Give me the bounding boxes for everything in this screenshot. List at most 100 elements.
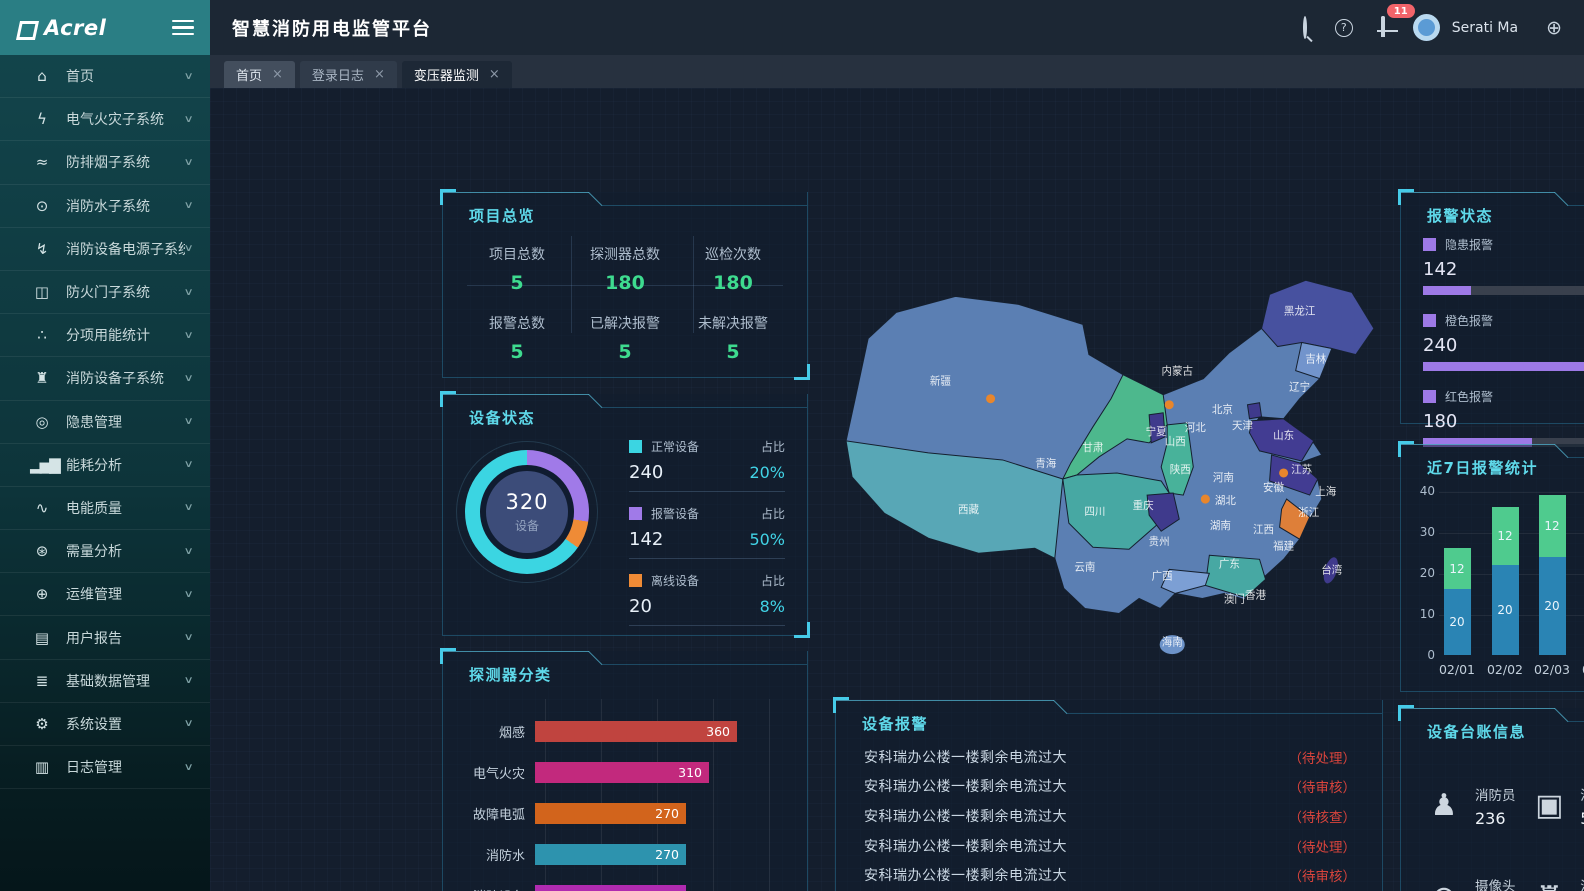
sidebar-item-7[interactable]: ♜ 消防设备子系统 ∨ [0,357,210,401]
sidebar-item-16[interactable]: ▥ 日志管理 ∨ [0,746,210,790]
overview-stat: 巡检次数 180 [679,228,787,297]
sidebar-item-label: 分项用能统计 [66,328,150,345]
sidebar-item-1[interactable]: ϟ 电气火灾子系统 ∨ [0,98,210,142]
ledger-label: 消防车辆 [1580,784,1584,804]
alarm-location-marker[interactable] [1200,494,1210,504]
close-icon[interactable]: × [272,67,283,82]
stat-label: 已解决报警 [590,315,660,332]
alarm-location-marker[interactable] [986,394,996,404]
overview-stat: 报警总数 5 [463,297,571,366]
bell-icon[interactable]: 11 [1380,4,1415,37]
close-icon[interactable]: × [488,67,500,82]
legend-swatch [1423,238,1436,251]
ledger-grid: ♟ 消防员 236 ▣ 消防车辆 50 ▮ 消防灭火器 50 ⊙ 摄像头 50 … [1425,760,1584,891]
donut-total-label: 设备 [514,519,539,533]
province-label: 重庆 [1133,499,1155,512]
chevron-down-icon: ∨ [183,156,194,168]
ledger-label: 消防员 [1475,787,1516,804]
sidebar-item-3[interactable]: ⊙ 消防水子系统 ∨ [0,185,210,228]
sidebar-item-9[interactable]: ▂▅▇ 能耗分析 ∨ [0,444,210,487]
alarm-location-marker[interactable] [1164,400,1174,410]
panel-detector-classification: 探测器分类 烟感 360 电气火灾 310 故障电弧 270 消防水 270 消… [440,648,808,891]
device-alarm-row[interactable]: 安科瑞办公楼一楼剩余电流过大 （待审核） [864,772,1356,802]
detector-bar: 360 [535,721,737,742]
user-name[interactable]: Serati Ma [1451,19,1519,36]
device-status-row: 离线设备 占比 20 8% [629,572,785,626]
detector-category: 电气火灾 [472,767,525,782]
progress-fill [1423,286,1471,295]
chevron-down-icon: ∨ [183,243,194,255]
detector-category: 烟感 [498,726,525,741]
sidebar-item-0[interactable]: ⌂ 首页 ∨ [0,55,210,99]
detector-bar-row: 烟感 360 [443,711,797,752]
panel-title: 设备台账信息 [1427,723,1527,741]
alarm-status-row: 橙色报警 占比 240 50% [1423,312,1584,371]
top-header: 智慧消防用电监管平台 ? 11 Serati Ma ⊕ [210,0,1584,55]
globe-icon[interactable]: ⊕ [1546,16,1562,39]
bar-segment-bottom: 20 [1443,589,1471,655]
alarm-status-row: 隐患报警 占比 142 20% [1423,236,1584,295]
panel-title: 报警状态 [1427,207,1494,225]
sidebar-item-13[interactable]: ▤ 用户报告 ∨ [0,616,210,660]
province-label: 海南 [1162,636,1183,649]
bar-segment-top: 12 [1443,548,1471,590]
sidebar-item-15[interactable]: ⚙ 系统设置 ∨ [0,703,210,746]
stat-value: 5 [726,340,740,363]
page-title: 智慧消防用电监管平台 [232,18,432,40]
sidebar-item-11[interactable]: ⊛ 需量分析 ∨ [0,530,210,574]
alarm-pending-status: （待核查） [1288,809,1357,826]
avatar[interactable] [1412,14,1440,41]
sidebar-item-5[interactable]: ◫ 防火门子系统 ∨ [0,271,210,315]
weekly-bar: 12 20 [1443,548,1471,655]
sidebar-item-label: 能耗分析 [66,457,122,474]
demand-analysis-icon: ⊛ [35,542,49,561]
close-icon[interactable]: × [373,67,385,82]
device-alarm-row[interactable]: 安科瑞办公楼一楼剩余电流过大 （待处理） [864,742,1356,772]
sidebar-item-8[interactable]: ◎ 隐患管理 ∨ [0,401,210,444]
tab-0[interactable]: 首页 × [224,61,295,88]
province-label: 吉林 [1305,353,1327,366]
stat-value: 5 [510,340,524,363]
province-label: 云南 [1074,560,1095,573]
sidebar-item-12[interactable]: ⊕ 运维管理 ∨ [0,573,210,617]
stat-label: 探测器总数 [590,247,660,263]
province-label: 台湾 [1321,563,1343,576]
panel-device-status: 设备状态 320 设备 正常设备 占比 240 20% 报警设备 占比 142 [440,391,810,639]
ops-icon: ⊕ [35,585,49,604]
search-icon[interactable] [1302,16,1307,39]
x-tick: 02/01 [1438,662,1476,677]
province-label: 新疆 [930,375,952,388]
tab-2[interactable]: 变压器监测 × [401,61,512,88]
chevron-down-icon: ∨ [183,372,194,384]
ledger-item: ⊙ 摄像头 50 [1425,852,1530,891]
fire-power-icon: ↯ [35,239,49,258]
legend-value: 20 [629,596,652,617]
province-label: 湖北 [1215,495,1237,507]
device-alarm-row[interactable]: 安科瑞办公楼一楼剩余电流过大 （待处理） [864,831,1356,861]
device-status-row: 正常设备 占比 240 20% [629,438,785,492]
stat-value: 180 [605,272,645,294]
sidebar-item-2[interactable]: ≈ 防排烟子系统 ∨ [0,141,210,185]
stat-label: 项目总数 [489,247,545,263]
device-status-legend: 正常设备 占比 240 20% 报警设备 占比 142 50% 离线设备 占比 … [629,438,785,639]
legend-swatch [1423,390,1436,403]
alarm-location-marker[interactable] [1279,468,1289,478]
sidebar-item-6[interactable]: ∴ 分项用能统计 ∨ [0,314,210,358]
hamburger-menu-icon[interactable] [172,19,194,36]
province-label: 浙江 [1298,507,1320,519]
fire-water-icon: ⊙ [35,196,49,215]
sidebar-item-14[interactable]: ≣ 基础数据管理 ∨ [0,660,210,703]
tab-1[interactable]: 登录日志 × [299,61,397,88]
progress-fill [1423,362,1584,371]
x-tick: 02/04 [1572,662,1584,677]
device-alarm-row[interactable]: 安科瑞办公楼一楼剩余电流过大 （待审核） [864,860,1356,890]
sidebar-item-label: 防排烟子系统 [66,155,150,172]
sidebar-item-4[interactable]: ↯ 消防设备电源子系统 ∨ [0,228,210,271]
help-icon[interactable]: ? [1334,18,1353,37]
province-label: 河北 [1185,422,1207,434]
sidebar-item-label: 系统设置 [66,716,122,733]
device-alarm-row[interactable]: 安科瑞办公楼一楼剩余电流过大 （待核查） [864,801,1356,831]
sidebar-item-10[interactable]: ∿ 电能质量 ∨ [0,487,210,531]
